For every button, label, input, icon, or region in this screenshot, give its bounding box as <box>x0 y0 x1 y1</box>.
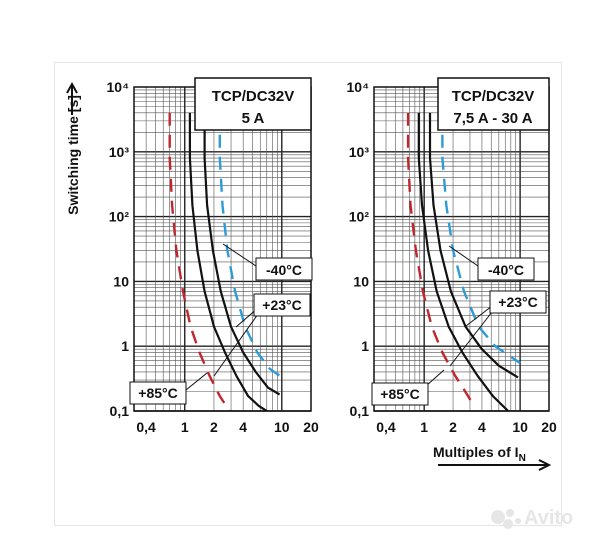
chart-right-y-ticks: 0,1 1 10 10² 10³ 10⁴ <box>347 79 370 419</box>
left-series-2-solid-curve <box>203 112 281 396</box>
left-x-tick-label: 4 <box>239 419 247 435</box>
right-x-tick-label: 2 <box>449 419 457 435</box>
chart-right-annotation-plus85-label: +85°C <box>380 386 419 402</box>
right-x-tick-label: 4 <box>478 419 486 435</box>
left-x-tick-label: 10 <box>274 419 290 435</box>
right-series-0-dashed-curve <box>406 112 474 405</box>
chart-left-series <box>168 112 281 412</box>
chart-left-plot-border <box>133 86 312 412</box>
chart-left-y-ticks: 0,1 1 10 10² 10³ 10⁴ <box>107 79 130 419</box>
right-x-tick-label: 1 <box>420 419 428 435</box>
x-axis-title-main: Multiples of I <box>433 444 519 460</box>
x-axis-title-subscript: N <box>519 453 526 464</box>
left-y-tick-label: 10 <box>113 273 129 289</box>
chart-right-annotation-plus85: +85°C <box>371 369 445 406</box>
left-y-tick-label: 10³ <box>109 144 130 160</box>
left-series-0-dashed-curve <box>168 112 231 412</box>
right-x-tick-label: 0,4 <box>376 419 396 435</box>
right-y-tick-label: 10⁴ <box>347 79 370 95</box>
right-x-tick-label: 10 <box>512 419 528 435</box>
right-y-tick-label: 1 <box>361 338 369 354</box>
left-y-tick-label: 10⁴ <box>107 79 130 95</box>
avito-dots-icon <box>491 509 521 529</box>
chart-left-annotation-minus40-label: -40°C <box>266 262 302 278</box>
chart-right-annotation-plus23-label: +23°C <box>498 294 537 310</box>
x-axis-title-arrow <box>438 459 552 471</box>
chart-right-title: TCP/DC32V <box>452 88 535 105</box>
y-axis-title: Switching time [s] <box>65 95 81 215</box>
right-series-3-dashed-curve <box>441 112 521 365</box>
chart-right-plot-border <box>373 86 550 412</box>
chart-right-annotation-minus40-label: -40°C <box>488 262 524 278</box>
left-y-tick-label: 0,1 <box>110 403 130 419</box>
chart-right-subtitle: 7,5 A - 30 A <box>453 110 532 127</box>
left-y-tick-label: 1 <box>121 338 129 354</box>
chart-left-annotation-plus85-label: +85°C <box>138 385 177 401</box>
chart-right-grid <box>373 87 549 412</box>
left-series-1-solid-curve <box>188 112 268 412</box>
right-series-1-solid-curve <box>417 112 509 412</box>
right-y-tick-label: 10² <box>349 209 370 225</box>
chart-right-series <box>406 112 521 412</box>
right-series-2-solid-curve <box>428 112 519 379</box>
right-x-tick-label: 20 <box>541 419 557 435</box>
watermark-text: Avito <box>524 507 573 529</box>
chart-left-subtitle: 5 A <box>242 110 265 127</box>
chart-right-x-ticks: 0,4 1 2 4 10 20 <box>376 419 557 435</box>
chart-left-grid <box>133 87 311 412</box>
chart-left-annotation-plus23: +23°C <box>213 293 311 377</box>
chart-left-x-ticks: 0,4 1 2 4 10 20 <box>136 419 319 435</box>
right-y-tick-label: 0,1 <box>350 403 370 419</box>
left-x-tick-label: 0,4 <box>136 419 156 435</box>
chart-left-title: TCP/DC32V <box>212 88 295 105</box>
left-series-3-dashed-curve <box>218 112 281 377</box>
right-y-tick-label: 10³ <box>349 144 370 160</box>
chart-right-annotation-plus23: +23°C <box>449 290 547 367</box>
left-y-tick-label: 10² <box>109 209 130 225</box>
chart-left-annotation-plus23-label: +23°C <box>262 297 301 313</box>
right-y-tick-label: 10 <box>353 273 369 289</box>
x-axis-title: Multiples of IN <box>433 444 526 464</box>
chart-right-title-box: TCP/DC32V 7,5 A - 30 A <box>437 77 550 131</box>
chart-right: 0,1 1 10 10² 10³ 10⁴ 0,4 1 2 4 10 20 TCP/DC32V 7,5… <box>347 77 557 471</box>
chart-left-annotation-plus85: +85°C <box>129 372 208 405</box>
y-axis-title-arrow <box>66 81 78 115</box>
left-x-tick-label: 20 <box>303 419 319 435</box>
chart-left-annotation-minus40: -40°C <box>222 243 313 281</box>
left-x-tick-label: 2 <box>210 419 218 435</box>
left-x-tick-label: 1 <box>181 419 189 435</box>
watermark: Avito <box>491 507 573 529</box>
chart-left-title-box: TCP/DC32V 5 A <box>194 77 312 131</box>
chart-left: 0,1 1 10 10² 10³ 10⁴ 0,4 1 2 4 10 20 TCP/DC32V 5 A… <box>107 77 319 435</box>
chart-right-annotation-minus40: -40°C <box>448 245 535 281</box>
